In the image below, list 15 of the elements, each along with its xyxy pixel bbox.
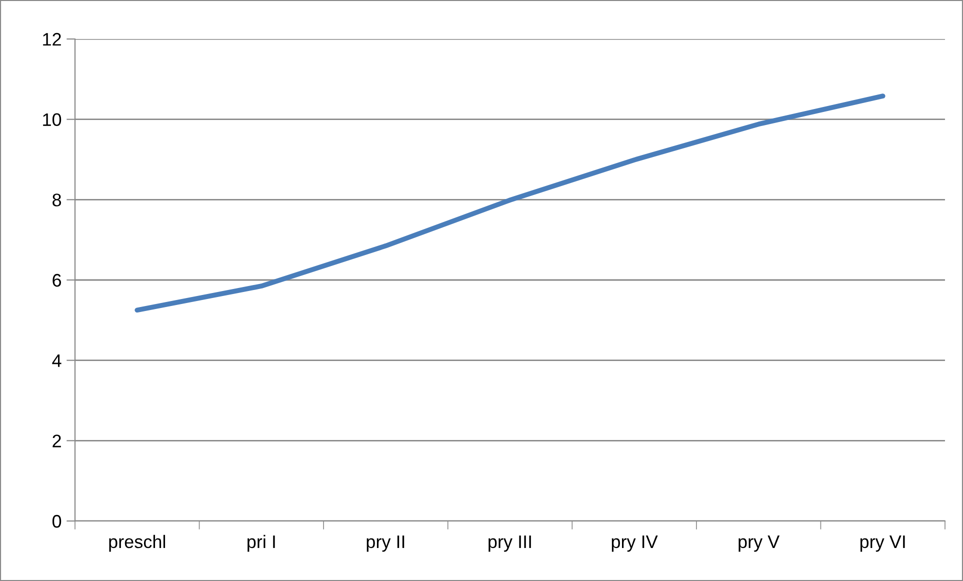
y-tick-label: 10 xyxy=(43,113,62,126)
x-tick-label: pry V xyxy=(738,536,780,552)
x-tick-label: preschl xyxy=(109,534,166,552)
x-tick-label: pry IV xyxy=(612,536,658,552)
y-tick-label: 8 xyxy=(52,194,62,206)
y-tick-label: 6 xyxy=(52,274,62,287)
x-tick-label: pry II xyxy=(366,536,404,552)
y-tick-label: 4 xyxy=(52,354,62,367)
x-tick-label: pri I xyxy=(248,534,275,552)
x-tick-label: pry III xyxy=(488,536,531,552)
y-tick-label: 0 xyxy=(52,514,62,528)
y-tick-label: 12 xyxy=(43,32,61,46)
x-tick-label: pry VI xyxy=(860,536,905,552)
y-tick-label: 2 xyxy=(52,434,61,448)
line-series xyxy=(134,94,886,313)
